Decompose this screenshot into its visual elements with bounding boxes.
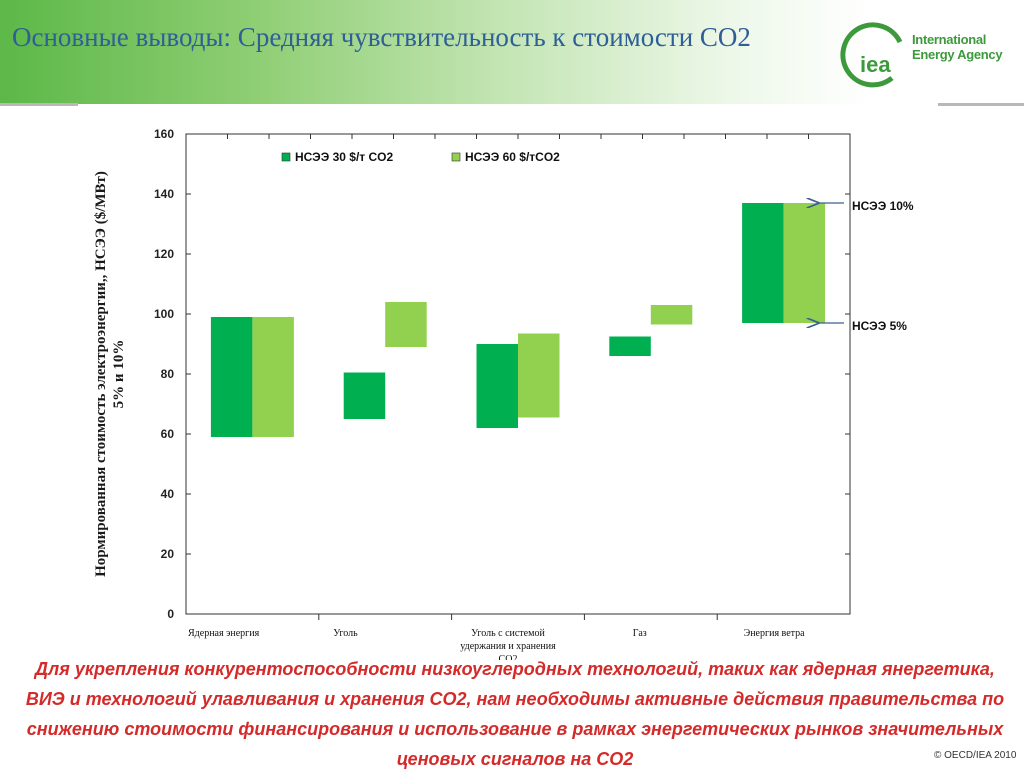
y-tick-label: 20 [161, 547, 175, 561]
iea-logo-mark-icon: iea [840, 22, 903, 88]
header-divider-right [938, 103, 1024, 106]
conclusion-caption: Для укрепления конкурентоспособности низ… [25, 659, 1005, 769]
slide-title: Основные выводы: Средняя чувствительност… [12, 22, 751, 52]
logo-text-line1: International [912, 32, 987, 47]
legend-swatch [451, 152, 461, 162]
iea-logo: iea International Energy Agency [840, 20, 1020, 90]
annotation-label: НСЭЭ 5% [852, 319, 907, 333]
header-divider-left [0, 103, 78, 106]
y-tick-label: 40 [161, 487, 175, 501]
y-tick-label: 60 [161, 427, 175, 441]
floating-bar [783, 203, 826, 323]
chart-plot-area: 0 20 40 60 80 100 120 140 160 Ядерная энергия Угол… [154, 127, 914, 660]
y-tick-label: 120 [154, 247, 174, 261]
y-axis-label-line1: Нормированная стоимость электроэнергии,,… [93, 171, 109, 577]
floating-bar [210, 317, 253, 437]
y-tick-label: 80 [161, 367, 175, 381]
header-banner [0, 0, 1024, 104]
y-tick-label: 0 [167, 607, 174, 621]
y-tick-label: 140 [154, 187, 174, 201]
chart: 0 20 40 60 80 100 120 140 160 Ядерная энергия Угол… [154, 127, 914, 660]
x-category-label: CO2 [499, 654, 518, 660]
logo-mark-text: iea [860, 52, 891, 77]
annotation-label: НСЭЭ 10% [852, 199, 914, 213]
x-category-label: Газ [633, 628, 647, 639]
floating-bar [343, 372, 386, 419]
x-category-label: Уголь [333, 628, 358, 639]
y-tick-label: 100 [154, 307, 174, 321]
floating-bar [650, 305, 693, 325]
x-category-label: Уголь с системой [471, 628, 545, 639]
floating-bar [609, 336, 651, 356]
legend-label: НСЭЭ 60 $/тCO2 [465, 150, 560, 164]
legend-swatch [281, 152, 291, 162]
floating-bar [252, 317, 294, 437]
legend-label: НСЭЭ 30 $/т CO2 [295, 150, 393, 164]
y-tick-label: 160 [154, 127, 174, 141]
x-category-label: Энергия ветра [744, 628, 806, 639]
x-category-label: Ядерная энергия [188, 628, 260, 639]
x-category-label: удержания и хранения [460, 641, 556, 652]
floating-bar [742, 203, 784, 323]
y-axis-label-line2: 5% и 10% [111, 339, 127, 409]
floating-bar [476, 344, 518, 428]
logo-text-line2: Energy Agency [912, 47, 1003, 62]
copyright-text: © OECD/IEA 2010 [934, 750, 1017, 761]
floating-bar [385, 302, 427, 347]
y-axis-label: Нормированная стоимость электроэнергии,,… [92, 134, 128, 614]
floating-bar [518, 333, 560, 418]
